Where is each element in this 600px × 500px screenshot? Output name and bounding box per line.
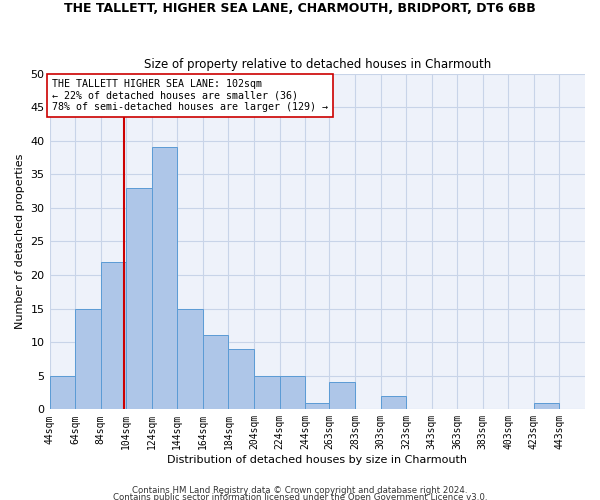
Bar <box>75 308 101 410</box>
Bar <box>280 376 305 410</box>
Bar <box>534 402 559 409</box>
Text: THE TALLETT HIGHER SEA LANE: 102sqm
← 22% of detached houses are smaller (36)
78: THE TALLETT HIGHER SEA LANE: 102sqm ← 22… <box>52 78 328 112</box>
Bar <box>101 262 126 410</box>
Bar <box>329 382 355 409</box>
Bar <box>203 336 229 409</box>
Bar <box>305 402 329 409</box>
Bar <box>126 188 152 410</box>
Text: Contains HM Land Registry data © Crown copyright and database right 2024.: Contains HM Land Registry data © Crown c… <box>132 486 468 495</box>
Bar <box>50 376 75 410</box>
Text: Contains public sector information licensed under the Open Government Licence v3: Contains public sector information licen… <box>113 494 487 500</box>
Bar <box>152 148 178 410</box>
Bar <box>229 349 254 410</box>
Bar <box>178 308 203 410</box>
Y-axis label: Number of detached properties: Number of detached properties <box>15 154 25 329</box>
Bar <box>380 396 406 409</box>
X-axis label: Distribution of detached houses by size in Charmouth: Distribution of detached houses by size … <box>167 455 467 465</box>
Bar <box>254 376 280 410</box>
Title: Size of property relative to detached houses in Charmouth: Size of property relative to detached ho… <box>143 58 491 71</box>
Text: THE TALLETT, HIGHER SEA LANE, CHARMOUTH, BRIDPORT, DT6 6BB: THE TALLETT, HIGHER SEA LANE, CHARMOUTH,… <box>64 2 536 16</box>
